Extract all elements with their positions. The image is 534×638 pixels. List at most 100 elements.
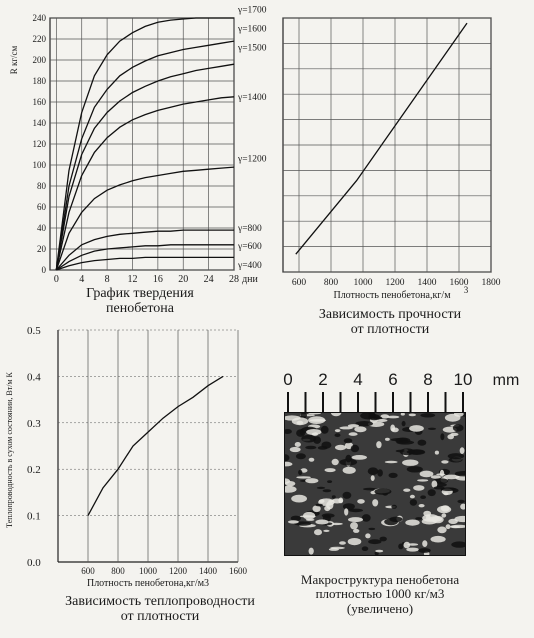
pore bbox=[285, 461, 293, 467]
pore bbox=[361, 546, 369, 551]
conductivity-caption-line1: Зависимость теплопроводности bbox=[65, 594, 255, 609]
pore bbox=[460, 503, 465, 510]
conductivity-caption-line2: от плотности bbox=[120, 609, 200, 625]
pore bbox=[398, 543, 404, 550]
pore bbox=[291, 494, 307, 503]
pore bbox=[301, 434, 317, 443]
pore bbox=[450, 524, 465, 529]
pore bbox=[368, 539, 382, 545]
hardening-y-tick-label: 100 bbox=[33, 160, 47, 170]
pore bbox=[409, 499, 418, 506]
scale-tick-label: 4 bbox=[353, 370, 362, 389]
scale-tick-label: 6 bbox=[388, 370, 397, 389]
conductivity-chart: 600 800 1000 1200 1400 1600 0.0 0.1 0.2 0.3 0.4 0.5… bbox=[5, 325, 248, 589]
hardening-y-tick-label: 120 bbox=[33, 139, 47, 149]
pore bbox=[339, 426, 353, 430]
pore bbox=[452, 424, 464, 432]
conductivity-y-tick-label: 0.4 bbox=[27, 371, 41, 383]
strength-caption-line1: Зависимость прочности bbox=[318, 307, 462, 322]
pore bbox=[308, 547, 314, 555]
macro-caption-line1: Макроструктура пенобетона bbox=[300, 572, 460, 587]
scale-tick-label: 8 bbox=[423, 370, 432, 389]
pore bbox=[315, 519, 329, 525]
pore bbox=[390, 424, 396, 432]
pore bbox=[457, 499, 465, 504]
pore bbox=[315, 503, 323, 507]
strength-x-tick-label: 1000 bbox=[354, 278, 373, 288]
pore bbox=[357, 499, 365, 504]
pore bbox=[454, 515, 465, 523]
pore bbox=[418, 504, 425, 508]
pore bbox=[453, 413, 464, 417]
pore bbox=[376, 441, 382, 449]
pore bbox=[320, 425, 329, 434]
pore bbox=[350, 444, 360, 453]
pore bbox=[409, 425, 424, 432]
pore bbox=[296, 476, 311, 479]
hardening-y-tick-label: 220 bbox=[33, 34, 47, 44]
pore bbox=[334, 433, 341, 438]
pore bbox=[306, 429, 322, 435]
pore bbox=[372, 499, 379, 507]
pore bbox=[289, 446, 301, 453]
pore bbox=[314, 529, 322, 536]
pore bbox=[347, 538, 362, 546]
pore bbox=[374, 488, 392, 495]
pore bbox=[316, 486, 326, 489]
pore bbox=[305, 478, 319, 484]
hardening-chart: 0 4 8 12 16 20 24 28 0 20 40 60 80 100 120 140 160 180 200… bbox=[9, 6, 267, 285]
strength-x-tick-label: 1400 bbox=[418, 278, 437, 288]
pore bbox=[318, 499, 325, 503]
conductivity-y-tick-label: 0.2 bbox=[27, 464, 41, 476]
pore bbox=[305, 518, 315, 521]
pore bbox=[348, 517, 363, 523]
pore bbox=[331, 498, 343, 504]
hardening-x-tick-label: 24 bbox=[204, 274, 214, 285]
pore bbox=[391, 504, 397, 509]
hardening-caption-line1: График твердения bbox=[86, 286, 194, 301]
pore bbox=[351, 455, 367, 460]
hardening-y-tick-label: 160 bbox=[33, 97, 47, 107]
conductivity-y-tick-label: 0.3 bbox=[27, 418, 41, 430]
strength-caption-line2: от плотности bbox=[350, 322, 430, 338]
pore bbox=[308, 457, 315, 462]
hardening-y-tick-label: 20 bbox=[37, 244, 47, 254]
pore bbox=[347, 424, 359, 428]
pore bbox=[389, 516, 403, 522]
pore bbox=[367, 467, 379, 475]
pore bbox=[350, 522, 358, 530]
pore bbox=[313, 436, 321, 444]
pore bbox=[396, 440, 415, 445]
pore bbox=[344, 508, 349, 516]
hardening-series-line bbox=[55, 96, 235, 271]
strength-x-axis-label-sup: 3 bbox=[464, 285, 469, 295]
hardening-x-tick-label: 12 bbox=[127, 274, 137, 285]
pore bbox=[375, 549, 384, 553]
pore bbox=[440, 433, 445, 441]
hardening-y-tick-label: 40 bbox=[37, 223, 47, 233]
pore bbox=[433, 486, 445, 490]
pore bbox=[353, 528, 360, 533]
pore bbox=[305, 445, 317, 450]
hardening-y-tick-label: 200 bbox=[33, 55, 47, 65]
hardening-x-tick-label: 8 bbox=[105, 274, 110, 285]
pore bbox=[419, 470, 434, 478]
pore bbox=[342, 466, 356, 474]
pore bbox=[426, 514, 431, 521]
pore bbox=[342, 503, 355, 510]
macro-caption-line2: плотностью 1000 кг/м3 bbox=[315, 586, 445, 602]
pore bbox=[437, 526, 447, 534]
pore bbox=[285, 485, 297, 493]
pore bbox=[459, 447, 465, 454]
pore bbox=[380, 414, 390, 419]
hardening-series-label: γ=400 bbox=[237, 261, 262, 271]
pore bbox=[323, 529, 330, 532]
hardening-series-label: γ=1400 bbox=[237, 93, 267, 103]
pore bbox=[361, 514, 371, 522]
pore bbox=[407, 543, 419, 546]
strength-chart: 600 800 1000 1200 1400 1600 1800 Плотность пено… bbox=[282, 17, 501, 301]
pore bbox=[290, 515, 302, 521]
pore bbox=[422, 514, 439, 522]
pore bbox=[331, 495, 336, 499]
pore bbox=[355, 421, 373, 427]
